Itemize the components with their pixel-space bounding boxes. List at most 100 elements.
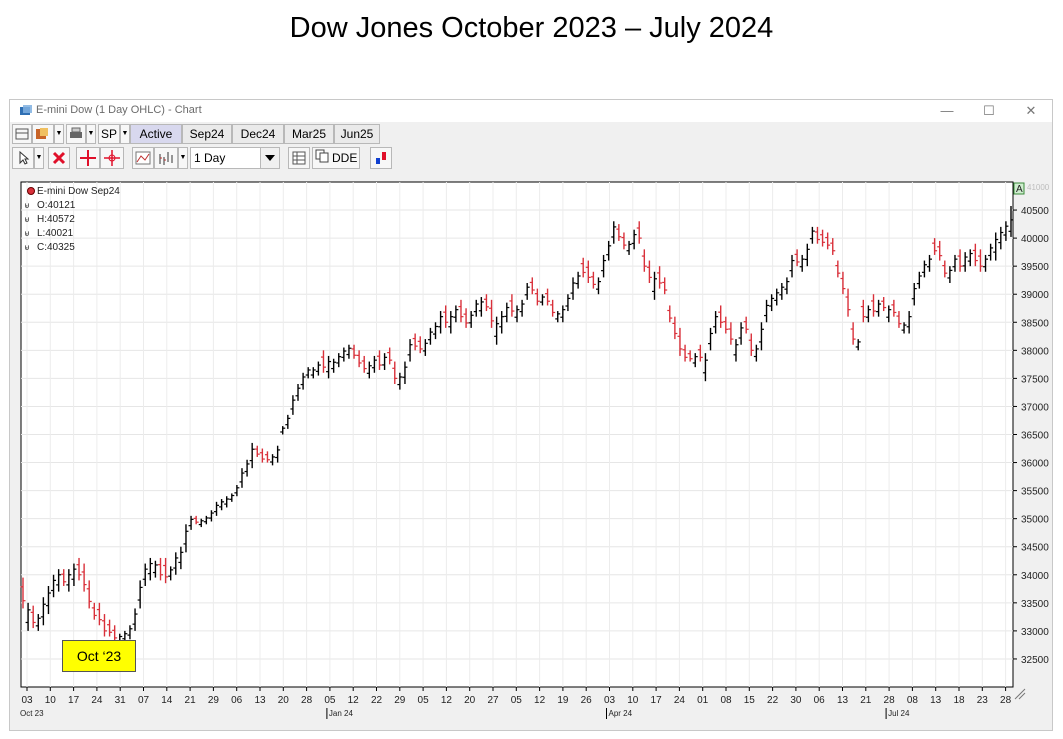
symbol-button[interactable]: SP	[98, 124, 120, 144]
ohlc-bar	[147, 557, 153, 581]
ohlc-bar	[463, 308, 469, 328]
ohlc-bar	[723, 316, 729, 334]
symbol-dropdown-icon[interactable]: ▼	[120, 124, 130, 144]
ohlc-bar	[937, 240, 943, 261]
x-tick-label: 01	[697, 695, 709, 706]
ohlc-bar	[40, 597, 46, 626]
ohlc-bar	[489, 299, 495, 328]
ohlc-bar	[132, 608, 138, 631]
ohlc-bar	[285, 414, 291, 429]
y-tick-label: 35000	[1021, 515, 1049, 526]
month-label: Oct 23	[20, 709, 44, 718]
x-tick-label: 13	[837, 695, 849, 706]
ohlc-bar	[290, 395, 296, 415]
ohlc-bar	[891, 299, 897, 317]
chevron-down-icon[interactable]	[260, 148, 279, 168]
template-icon[interactable]	[32, 124, 54, 144]
ohlc-bar	[794, 249, 800, 267]
ohlc-bar	[295, 384, 301, 401]
tab-sep24[interactable]: Sep24	[182, 124, 232, 144]
print-icon[interactable]	[66, 124, 86, 144]
x-tick-label: 23	[977, 695, 989, 706]
ohlc-bar	[860, 299, 866, 323]
ohlc-bar	[438, 311, 444, 334]
ohlc-bar	[188, 515, 194, 530]
ohlc-bar	[142, 563, 148, 586]
ohlc-bar	[112, 625, 118, 643]
chart-style-dropdown-icon[interactable]: ▼	[178, 147, 188, 169]
indicator-icon[interactable]	[132, 147, 154, 169]
ohlc-bar	[178, 546, 184, 570]
ohlc-bar	[198, 518, 204, 528]
ohlc-bar	[224, 496, 230, 508]
ohlc-bar	[407, 339, 413, 362]
ohlc-bar	[662, 277, 668, 295]
close-window-button[interactable]: ✕	[1025, 103, 1037, 118]
page-setup-icon[interactable]	[12, 124, 32, 144]
ohlc-bar	[758, 322, 764, 351]
crosshair-icon[interactable]	[76, 147, 100, 169]
ohlc-bar	[774, 288, 780, 306]
tab-dec24[interactable]: Dec24	[232, 124, 284, 144]
ohlc-bar	[158, 557, 164, 581]
ohlc-bar	[504, 302, 510, 323]
ohlc-bar	[163, 557, 169, 584]
legend: E-mini Dow Sep24 ⊌ O:40121 ⊌ H:40572 ⊌ L…	[24, 186, 120, 253]
ohlc-bar	[809, 226, 815, 244]
ohlc-icon: ⊌	[24, 201, 30, 210]
dde-button[interactable]: DDE	[312, 147, 360, 169]
ohlc-bar	[972, 243, 978, 267]
ohlc-bar	[422, 339, 428, 356]
crosshair-snap-icon[interactable]	[100, 147, 124, 169]
template-dropdown-icon[interactable]: ▼	[54, 124, 64, 144]
ohlc-bar	[30, 605, 36, 629]
ohlc-bar	[733, 339, 739, 362]
window-titlebar[interactable]: E-mini Dow (1 Day OHLC) - Chart — ☐ ✕	[10, 100, 1052, 122]
delete-icon[interactable]	[48, 147, 70, 169]
x-tick-label: 07	[138, 695, 150, 706]
ohlc-bar	[967, 249, 973, 267]
interval-select[interactable]: 1 Day	[190, 147, 280, 169]
bar-color-icon[interactable]	[370, 147, 392, 169]
ohlc-bar	[81, 563, 87, 592]
chart-style-icon[interactable]	[154, 147, 178, 169]
ohlc-bar	[203, 515, 209, 525]
copy-icon	[315, 149, 329, 169]
tab-mar25[interactable]: Mar25	[284, 124, 334, 144]
y-top-label: 41000	[1027, 183, 1050, 192]
ohlc-bar	[387, 347, 393, 365]
ohlc-bar	[56, 569, 62, 592]
ohlc-bar	[499, 311, 505, 334]
data-window-icon[interactable]	[288, 147, 310, 169]
ohlc-bar	[947, 266, 953, 283]
cursor-icon[interactable]	[12, 147, 34, 169]
tab-active[interactable]: Active	[130, 124, 182, 144]
cursor-dropdown-icon[interactable]: ▼	[34, 147, 44, 169]
resize-grip-icon[interactable]	[1014, 688, 1026, 700]
print-dropdown-icon[interactable]: ▼	[86, 124, 96, 144]
ohlc-bar	[921, 260, 927, 278]
ohlc-bar	[825, 232, 831, 250]
ohlc-bar	[590, 271, 596, 289]
ohlc-bar	[326, 355, 332, 379]
x-tick-label: 05	[324, 695, 336, 706]
readout-low: L:40021	[37, 228, 74, 239]
ohlc-bar	[453, 305, 459, 323]
ohlc-bar	[137, 580, 143, 609]
tab-jun25[interactable]: Jun25	[334, 124, 380, 144]
scale-marker[interactable]	[1013, 182, 1025, 195]
ohlc-bar	[855, 339, 861, 351]
ohlc-bar	[835, 260, 841, 278]
ohlc-bar	[998, 226, 1004, 250]
ohlc-bar	[738, 322, 744, 345]
x-tick-label: 28	[1000, 695, 1012, 706]
ohlc-bar	[876, 299, 882, 317]
maximize-button[interactable]: ☐	[983, 103, 995, 118]
ohlc-bar	[448, 311, 454, 334]
ohlc-chart[interactable]: 32500 33000 33500 34000 34500 35000 35500 36000…	[9, 179, 1054, 724]
ohlc-bar	[753, 344, 759, 362]
ohlc-bar	[524, 283, 530, 300]
ohlc-bar	[1008, 206, 1014, 237]
ohlc-bar	[86, 580, 92, 609]
minimize-button[interactable]: —	[940, 103, 954, 118]
